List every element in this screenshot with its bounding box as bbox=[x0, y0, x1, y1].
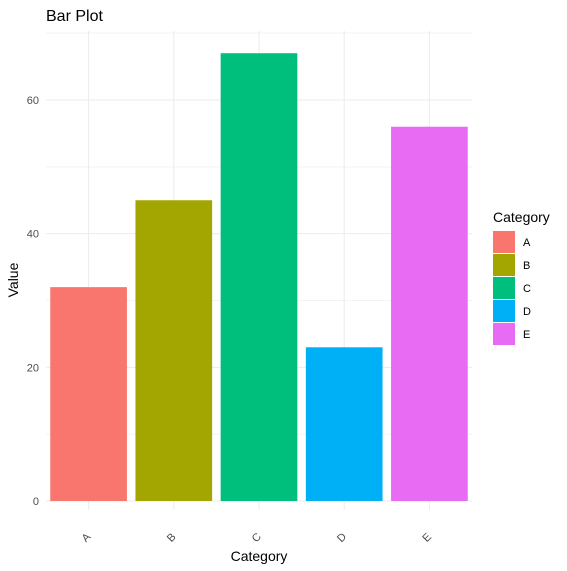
x-tick-label: C bbox=[250, 531, 264, 545]
x-tick-label: B bbox=[165, 531, 179, 545]
legend-key-b bbox=[493, 254, 515, 276]
y-tick-label: 60 bbox=[27, 95, 39, 107]
x-tick-label: D bbox=[335, 531, 349, 545]
x-tick-label: A bbox=[80, 531, 94, 545]
y-tick-label: 0 bbox=[33, 496, 39, 508]
bars-layer bbox=[50, 53, 468, 501]
y-tick-label: 40 bbox=[27, 229, 39, 241]
x-axis-title: Category bbox=[231, 548, 288, 564]
legend-label-b: B bbox=[523, 260, 530, 272]
legend-label-c: C bbox=[523, 283, 531, 295]
bar-b bbox=[135, 200, 213, 501]
legend-title: Category bbox=[493, 209, 550, 225]
bar-c bbox=[220, 53, 298, 501]
x-tick-labels: A B C D E bbox=[80, 531, 434, 545]
legend-key-e bbox=[493, 323, 515, 345]
legend-label-e: E bbox=[523, 329, 530, 341]
legend-label-a: A bbox=[523, 237, 531, 249]
y-tick-labels: 0 20 40 60 bbox=[27, 95, 39, 508]
x-tick-label: E bbox=[420, 531, 434, 545]
y-tick-label: 20 bbox=[27, 362, 39, 374]
bar-a bbox=[50, 287, 127, 501]
bar-d bbox=[305, 347, 383, 501]
y-axis-title: Value bbox=[5, 262, 21, 297]
chart-title: Bar Plot bbox=[46, 8, 103, 25]
legend-key-c bbox=[493, 277, 515, 299]
legend-label-d: D bbox=[523, 306, 531, 318]
bar-e bbox=[391, 126, 468, 501]
legend-key-a bbox=[493, 231, 515, 253]
legend-key-d bbox=[493, 300, 515, 322]
